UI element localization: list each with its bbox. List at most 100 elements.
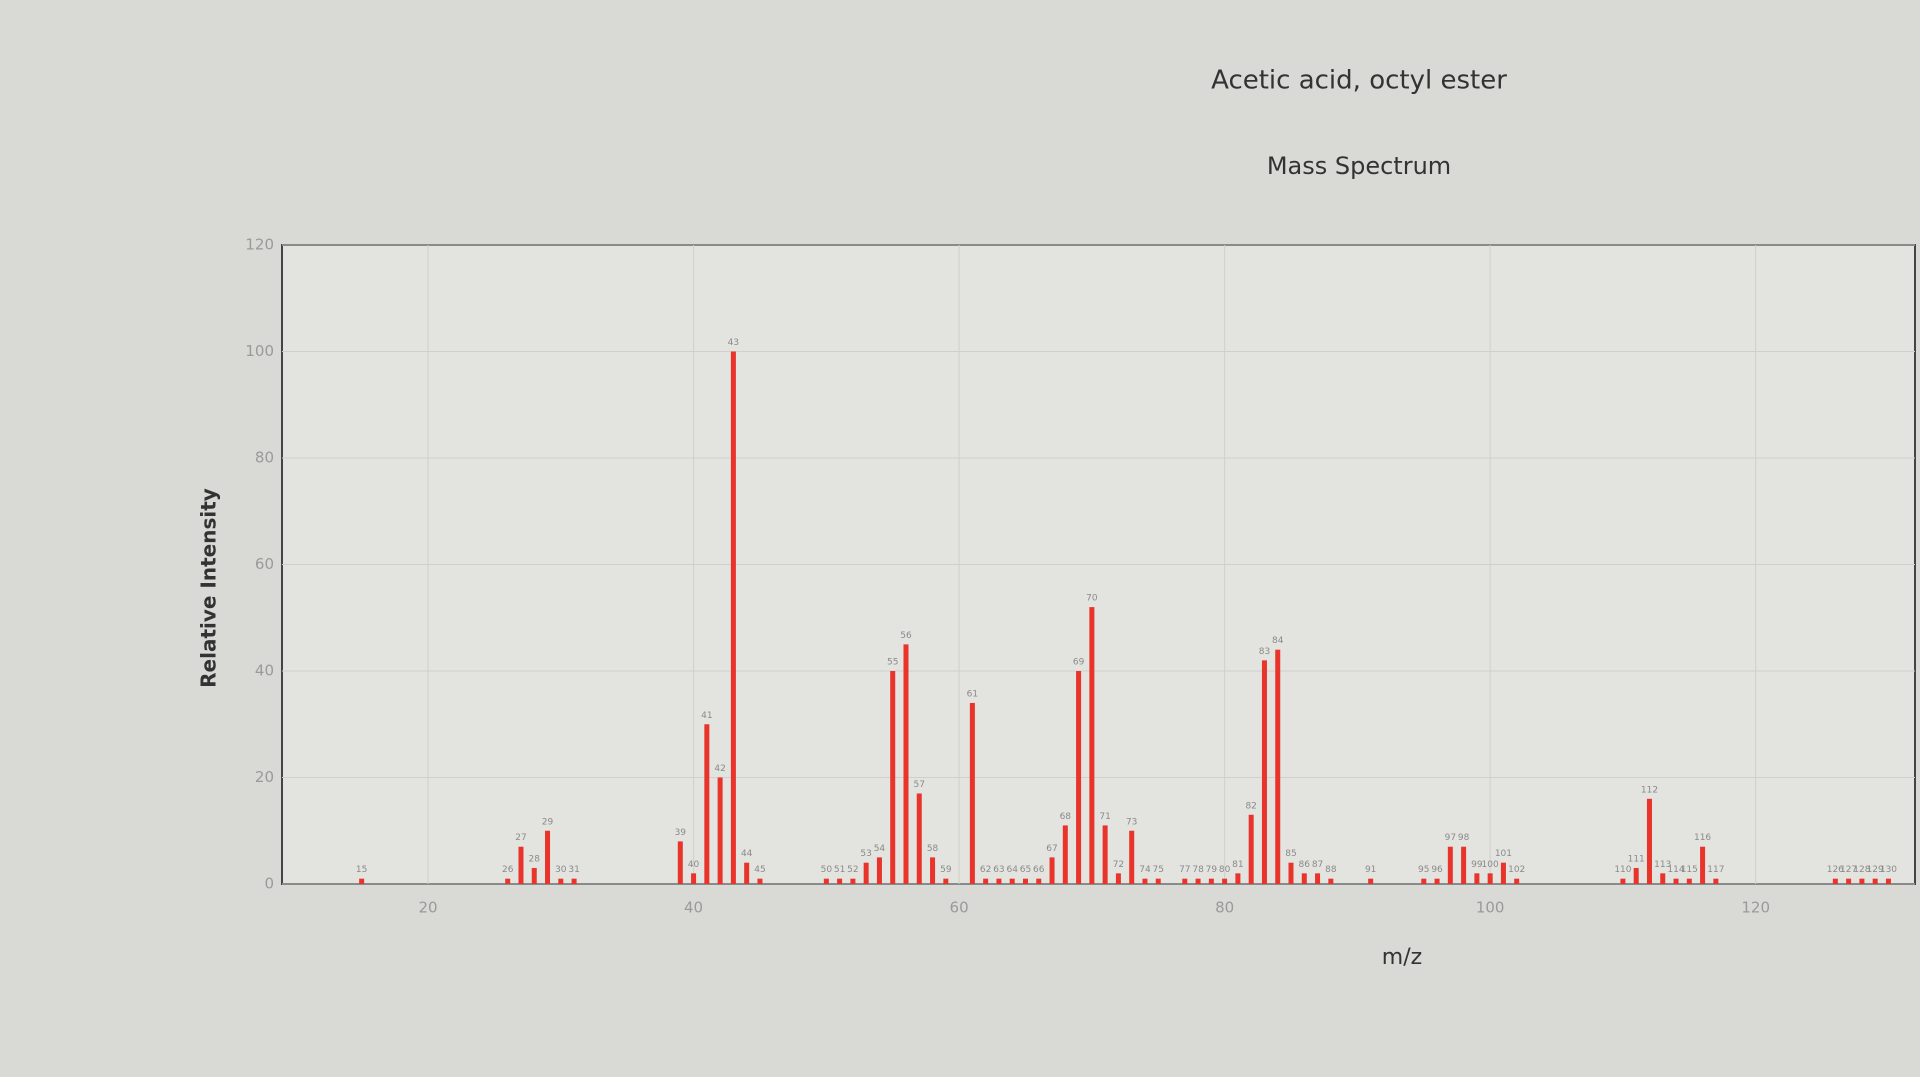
bar (505, 878, 511, 884)
bar (1036, 878, 1042, 884)
bar-label: 79 (1206, 865, 1218, 875)
bar-label: 40 (688, 860, 700, 870)
bar-label: 74 (1139, 865, 1151, 875)
chart-subtitle: Mass Spectrum (1267, 152, 1451, 180)
bar (996, 878, 1002, 884)
bar (1049, 857, 1055, 884)
bar-label: 39 (675, 828, 687, 838)
bar-label: 27 (515, 833, 526, 843)
x-tick-label: 60 (950, 899, 969, 917)
y-tick-label: 120 (245, 236, 274, 254)
bar (545, 830, 551, 884)
bar (359, 878, 365, 884)
bar (1846, 878, 1852, 884)
bar (1713, 878, 1719, 884)
bar-label: 57 (914, 780, 925, 790)
bar-label: 111 (1628, 855, 1645, 865)
bar-label: 61 (967, 689, 978, 699)
bar-label: 101 (1495, 849, 1512, 859)
bar (969, 702, 975, 884)
bar (730, 351, 736, 884)
bar-label: 31 (568, 865, 579, 875)
bar (1208, 878, 1214, 884)
bar (863, 862, 869, 884)
bar (1275, 649, 1281, 884)
bar (1620, 878, 1626, 884)
bar-label: 130 (1880, 865, 1897, 875)
bar (1434, 878, 1440, 884)
x-tick-label: 20 (418, 899, 437, 917)
bar (1832, 878, 1838, 884)
bar (1421, 878, 1427, 884)
bar-label: 75 (1153, 865, 1164, 875)
bar-label: 52 (847, 865, 858, 875)
bar (1155, 878, 1161, 884)
bar (1487, 873, 1493, 884)
bar-label: 88 (1325, 865, 1337, 875)
bar-label: 95 (1418, 865, 1429, 875)
bar-label: 97 (1445, 833, 1456, 843)
bar-label: 100 (1482, 860, 1499, 870)
bar (1222, 878, 1228, 884)
bar (744, 862, 750, 884)
x-tick-label: 80 (1215, 899, 1234, 917)
bar-label: 81 (1232, 860, 1243, 870)
y-tick-label: 40 (255, 662, 274, 680)
bar-label: 41 (701, 711, 712, 721)
bar-label: 15 (356, 865, 367, 875)
bar (876, 857, 882, 884)
y-tick-label: 80 (255, 449, 274, 467)
bar (983, 878, 989, 884)
bar (1076, 671, 1082, 884)
bar-label: 51 (834, 865, 845, 875)
bar (1235, 873, 1241, 884)
bar (1261, 660, 1267, 884)
bar (1248, 814, 1254, 884)
bar-label: 129 (1867, 865, 1884, 875)
bar (757, 878, 763, 884)
bar (1315, 873, 1321, 884)
bar (558, 878, 564, 884)
bar (1646, 798, 1652, 884)
bar (890, 671, 896, 884)
bar-label: 72 (1113, 860, 1124, 870)
bar-label: 127 (1840, 865, 1857, 875)
bar (1885, 878, 1891, 884)
bar-label: 116 (1694, 833, 1711, 843)
bar-label: 113 (1654, 860, 1671, 870)
bar-label: 77 (1179, 865, 1190, 875)
bar (1129, 830, 1135, 884)
bar-label: 70 (1086, 594, 1098, 604)
bar-label: 91 (1365, 865, 1376, 875)
bar-label: 26 (502, 865, 514, 875)
bar (1062, 825, 1068, 884)
bar-label: 126 (1827, 865, 1844, 875)
bar (1673, 878, 1679, 884)
bar (1474, 873, 1480, 884)
bar-label: 86 (1299, 860, 1311, 870)
bar-label: 67 (1046, 844, 1057, 854)
bar-label: 98 (1458, 833, 1470, 843)
y-tick-label: 100 (245, 342, 274, 360)
bar-label: 78 (1192, 865, 1204, 875)
bar (1102, 825, 1108, 884)
bar-label: 64 (1006, 865, 1018, 875)
bar-label: 82 (1245, 801, 1256, 811)
bar (1633, 868, 1639, 884)
bar (1700, 846, 1706, 884)
bar (837, 878, 843, 884)
bar-label: 115 (1681, 865, 1698, 875)
x-axis-label: m/z (1382, 945, 1422, 970)
y-tick-label: 20 (255, 768, 274, 786)
bar (903, 644, 909, 884)
bar-label: 83 (1259, 647, 1270, 657)
bar-label: 44 (741, 849, 753, 859)
bar (823, 878, 829, 884)
bar (1872, 878, 1878, 884)
bar-label: 28 (529, 855, 541, 865)
bar-label: 45 (754, 865, 765, 875)
bar (930, 857, 936, 884)
bar-label: 85 (1285, 849, 1296, 859)
bar (1288, 862, 1294, 884)
